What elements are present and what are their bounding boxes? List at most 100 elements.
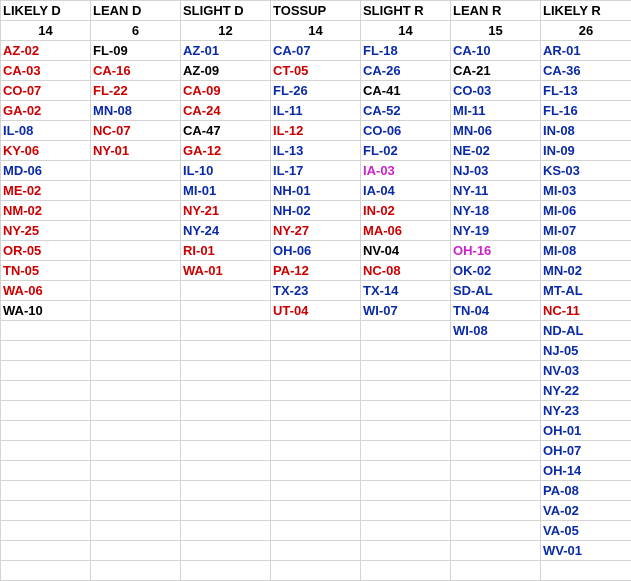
district-cell[interactable]: NJ-03 <box>450 160 541 181</box>
district-cell[interactable]: AZ-01 <box>180 40 271 61</box>
district-cell[interactable]: OK-02 <box>450 260 541 281</box>
empty-cell[interactable] <box>90 300 181 321</box>
empty-cell[interactable] <box>360 420 451 441</box>
empty-cell[interactable] <box>270 500 361 521</box>
district-cell[interactable]: NV-04 <box>360 240 451 261</box>
empty-cell[interactable] <box>270 320 361 341</box>
empty-cell[interactable] <box>360 380 451 401</box>
district-cell[interactable]: NY-19 <box>450 220 541 241</box>
empty-cell[interactable] <box>90 540 181 561</box>
district-cell[interactable]: OH-16 <box>450 240 541 261</box>
column-header-likely-r[interactable]: LIKELY R <box>540 0 631 21</box>
empty-cell[interactable] <box>270 400 361 421</box>
district-cell[interactable]: MD-06 <box>0 160 91 181</box>
empty-cell[interactable] <box>0 400 91 421</box>
empty-cell[interactable] <box>450 460 541 481</box>
district-cell[interactable]: NY-21 <box>180 200 271 221</box>
district-cell[interactable]: ND-AL <box>540 320 631 341</box>
empty-cell[interactable] <box>450 440 541 461</box>
district-cell[interactable]: WA-10 <box>0 300 91 321</box>
empty-cell[interactable] <box>180 420 271 441</box>
column-count-lean-r[interactable]: 15 <box>450 20 541 41</box>
empty-cell[interactable] <box>180 400 271 421</box>
district-cell[interactable]: FL-16 <box>540 100 631 121</box>
empty-cell[interactable] <box>450 540 541 561</box>
district-cell[interactable]: CO-07 <box>0 80 91 101</box>
district-cell[interactable]: WV-01 <box>540 540 631 561</box>
district-cell[interactable]: NJ-05 <box>540 340 631 361</box>
district-cell[interactable]: IL-12 <box>270 120 361 141</box>
column-count-slight-d[interactable]: 12 <box>180 20 271 41</box>
district-cell[interactable]: TX-14 <box>360 280 451 301</box>
empty-cell[interactable] <box>270 420 361 441</box>
empty-cell[interactable] <box>0 560 91 581</box>
district-cell[interactable]: AR-01 <box>540 40 631 61</box>
district-cell[interactable]: KY-06 <box>0 140 91 161</box>
empty-cell[interactable] <box>90 200 181 221</box>
district-cell[interactable]: NY-11 <box>450 180 541 201</box>
district-cell[interactable]: IL-17 <box>270 160 361 181</box>
empty-cell[interactable] <box>0 360 91 381</box>
empty-cell[interactable] <box>180 360 271 381</box>
empty-cell[interactable] <box>450 520 541 541</box>
district-cell[interactable]: CO-06 <box>360 120 451 141</box>
column-count-likely-r[interactable]: 26 <box>540 20 631 41</box>
district-cell[interactable]: MI-06 <box>540 200 631 221</box>
district-cell[interactable]: MI-01 <box>180 180 271 201</box>
district-cell[interactable]: OH-07 <box>540 440 631 461</box>
district-cell[interactable]: MN-02 <box>540 260 631 281</box>
empty-cell[interactable] <box>90 160 181 181</box>
empty-cell[interactable] <box>540 560 631 581</box>
district-cell[interactable]: CA-24 <box>180 100 271 121</box>
district-cell[interactable]: SD-AL <box>450 280 541 301</box>
empty-cell[interactable] <box>360 480 451 501</box>
empty-cell[interactable] <box>180 460 271 481</box>
district-cell[interactable]: NY-01 <box>90 140 181 161</box>
district-cell[interactable]: FL-22 <box>90 80 181 101</box>
district-cell[interactable]: MN-06 <box>450 120 541 141</box>
column-header-likely-d[interactable]: LIKELY D <box>0 0 91 21</box>
empty-cell[interactable] <box>360 460 451 481</box>
district-cell[interactable]: MA-06 <box>360 220 451 241</box>
empty-cell[interactable] <box>90 280 181 301</box>
district-cell[interactable]: NY-18 <box>450 200 541 221</box>
empty-cell[interactable] <box>450 400 541 421</box>
district-cell[interactable]: CA-26 <box>360 60 451 81</box>
empty-cell[interactable] <box>180 320 271 341</box>
district-cell[interactable]: GA-12 <box>180 140 271 161</box>
empty-cell[interactable] <box>0 520 91 541</box>
district-cell[interactable]: CA-52 <box>360 100 451 121</box>
district-cell[interactable]: MT-AL <box>540 280 631 301</box>
district-cell[interactable]: WI-07 <box>360 300 451 321</box>
empty-cell[interactable] <box>180 560 271 581</box>
empty-cell[interactable] <box>180 540 271 561</box>
empty-cell[interactable] <box>450 360 541 381</box>
district-cell[interactable]: OH-01 <box>540 420 631 441</box>
empty-cell[interactable] <box>0 380 91 401</box>
district-cell[interactable]: OH-06 <box>270 240 361 261</box>
empty-cell[interactable] <box>90 320 181 341</box>
empty-cell[interactable] <box>90 220 181 241</box>
empty-cell[interactable] <box>360 500 451 521</box>
empty-cell[interactable] <box>90 420 181 441</box>
district-cell[interactable]: MI-07 <box>540 220 631 241</box>
district-cell[interactable]: CA-47 <box>180 120 271 141</box>
district-cell[interactable]: NM-02 <box>0 200 91 221</box>
empty-cell[interactable] <box>270 520 361 541</box>
empty-cell[interactable] <box>270 460 361 481</box>
empty-cell[interactable] <box>360 440 451 461</box>
district-cell[interactable]: FL-13 <box>540 80 631 101</box>
district-cell[interactable]: IN-02 <box>360 200 451 221</box>
district-cell[interactable]: CA-36 <box>540 60 631 81</box>
empty-cell[interactable] <box>450 420 541 441</box>
district-cell[interactable]: OH-14 <box>540 460 631 481</box>
district-cell[interactable]: NV-03 <box>540 360 631 381</box>
empty-cell[interactable] <box>180 520 271 541</box>
district-cell[interactable]: CA-41 <box>360 80 451 101</box>
district-cell[interactable]: IA-04 <box>360 180 451 201</box>
district-cell[interactable]: NE-02 <box>450 140 541 161</box>
empty-cell[interactable] <box>180 280 271 301</box>
column-header-tossup[interactable]: TOSSUP <box>270 0 361 21</box>
empty-cell[interactable] <box>90 560 181 581</box>
empty-cell[interactable] <box>450 380 541 401</box>
